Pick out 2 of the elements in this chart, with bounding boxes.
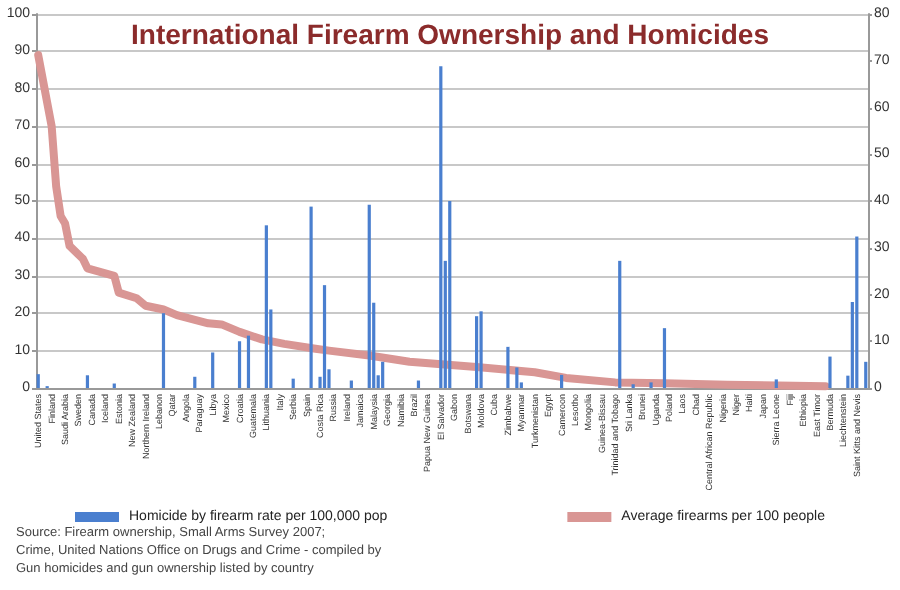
line-series bbox=[34, 51, 830, 391]
chart-title: International Firearm Ownership and Homicides bbox=[131, 18, 770, 50]
